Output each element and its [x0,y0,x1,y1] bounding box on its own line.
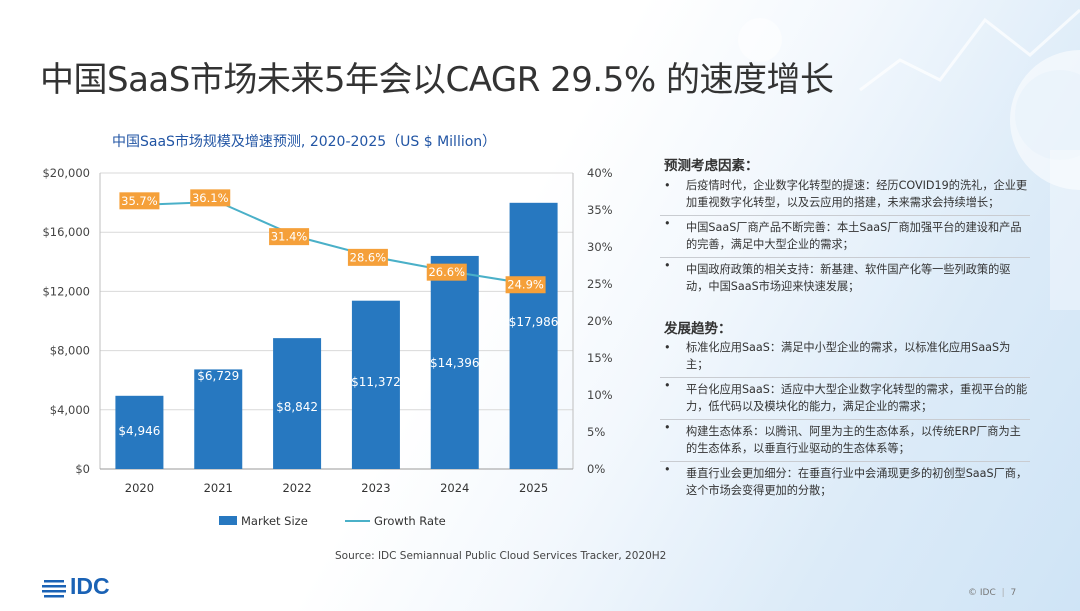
y-right-tick-label: 15% [587,351,613,365]
bar-value-label: $4,946 [118,424,160,438]
trends-item: 垂直行业会更加细分：在垂直行业中会涌现更多的初创型SaaS厂商，这个市场会变得更… [660,461,1030,499]
bar [509,202,558,470]
x-tick-label: 2022 [282,481,311,495]
x-tick-label: 2023 [361,481,390,495]
trends-item: 平台化应用SaaS：适应中大型企业数字化转型的需求，重视平台的能力，低代码以及模… [660,377,1030,415]
y-right-tick-label: 30% [587,240,613,254]
x-tick-label: 2021 [204,481,233,495]
page-title: 中国SaaS市场未来5年会以CAGR 29.5% 的速度增长 [40,60,834,100]
copyright: © IDC [968,588,996,598]
logo-text: IDC [70,573,110,599]
growth-label-box [426,263,467,281]
growth-label: 35.7% [121,194,158,208]
growth-label: 28.6% [350,250,387,264]
bar [430,255,479,469]
legend-label-growth-rate: Growth Rate [374,514,446,528]
y-right-tick-label: 40% [587,166,613,180]
growth-label-box [190,189,231,207]
y-left-tick-label: $20,000 [42,166,90,180]
bar [194,369,243,469]
growth-label-box [505,276,546,294]
bar [115,395,164,469]
y-right-tick-label: 10% [587,388,613,402]
factors-item: 中国政府政策的相关支持：新基建、软件国产化等一些列政策的驱动，中国SaaS市场迎… [660,257,1030,295]
growth-label: 31.4% [271,230,308,244]
growth-label: 26.6% [428,265,465,279]
trends-item: 构建生态体系：以腾讯、阿里为主的生态体系，以传统ERP厂商为主的生态体系，以垂直… [660,419,1030,457]
y-right-tick-label: 35% [587,203,613,217]
y-right-tick-label: 25% [587,277,613,291]
factors-heading: 预测考虑因素： [664,158,759,174]
trends-list: 标准化应用SaaS：满足中小型企业的需求，以标准化应用SaaS为主； 平台化应用S… [660,340,1030,499]
y-left-tick-label: $8,000 [50,344,90,358]
factors-list: 后疫情时代，企业数字化转型的提速：经历COVID19的洗礼，企业更加重视数字化转… [660,178,1030,295]
growth-label: 24.9% [507,278,544,292]
market-chart: $0 $4,000 $8,000 $12,000 $16,000 $20,000 0% 5% 1… [42,166,613,528]
y-left-tick-label: $12,000 [42,284,90,298]
y-left-tick-label: $16,000 [42,225,90,239]
footer: © IDC | 7 [968,588,1017,598]
bar [273,338,322,469]
y-left-tick-label: $0 [75,462,90,476]
growth-label-box [269,228,310,246]
growth-label-box [347,248,388,266]
y-right-tick-label: 5% [587,425,605,439]
y-right-tick-label: 20% [587,314,613,328]
bar [351,300,400,469]
idc-logo: IDC [42,573,110,600]
bar-value-label: $14,396 [430,356,480,370]
legend-label-market-size: Market Size [241,514,308,528]
legend-swatch-market-size [219,516,237,525]
source-note: Source: IDC Semiannual Public Cloud Serv… [335,550,667,562]
page-number: 7 [1010,588,1017,598]
factors-item: 后疫情时代，企业数字化转型的提速：经历COVID19的洗礼，企业更加重视数字化转… [660,178,1030,211]
bar-value-label: $6,729 [197,369,239,383]
growth-label: 36.1% [192,191,229,205]
trends-heading: 发展趋势： [664,321,732,337]
globe-icon [42,579,66,598]
x-tick-label: 2025 [519,481,548,495]
bar-value-label: $8,842 [276,400,318,414]
bar-value-label: $17,986 [509,315,559,329]
y-left-tick-label: $4,000 [50,403,90,417]
factors-item: 中国SaaS厂商产品不断完善：本土SaaS厂商加强平台的建设和产品的完善，满足中… [660,215,1030,253]
trends-item: 标准化应用SaaS：满足中小型企业的需求，以标准化应用SaaS为主； [660,340,1030,373]
y-right-tick-label: 0% [587,462,605,476]
x-tick-label: 2024 [440,481,469,495]
chart-title: 中国SaaS市场规模及增速预测, 2020-2025（US $ Million） [112,134,497,150]
bar-value-label: $11,372 [351,375,401,389]
x-tick-label: 2020 [125,481,154,495]
growth-label-box [119,192,160,210]
